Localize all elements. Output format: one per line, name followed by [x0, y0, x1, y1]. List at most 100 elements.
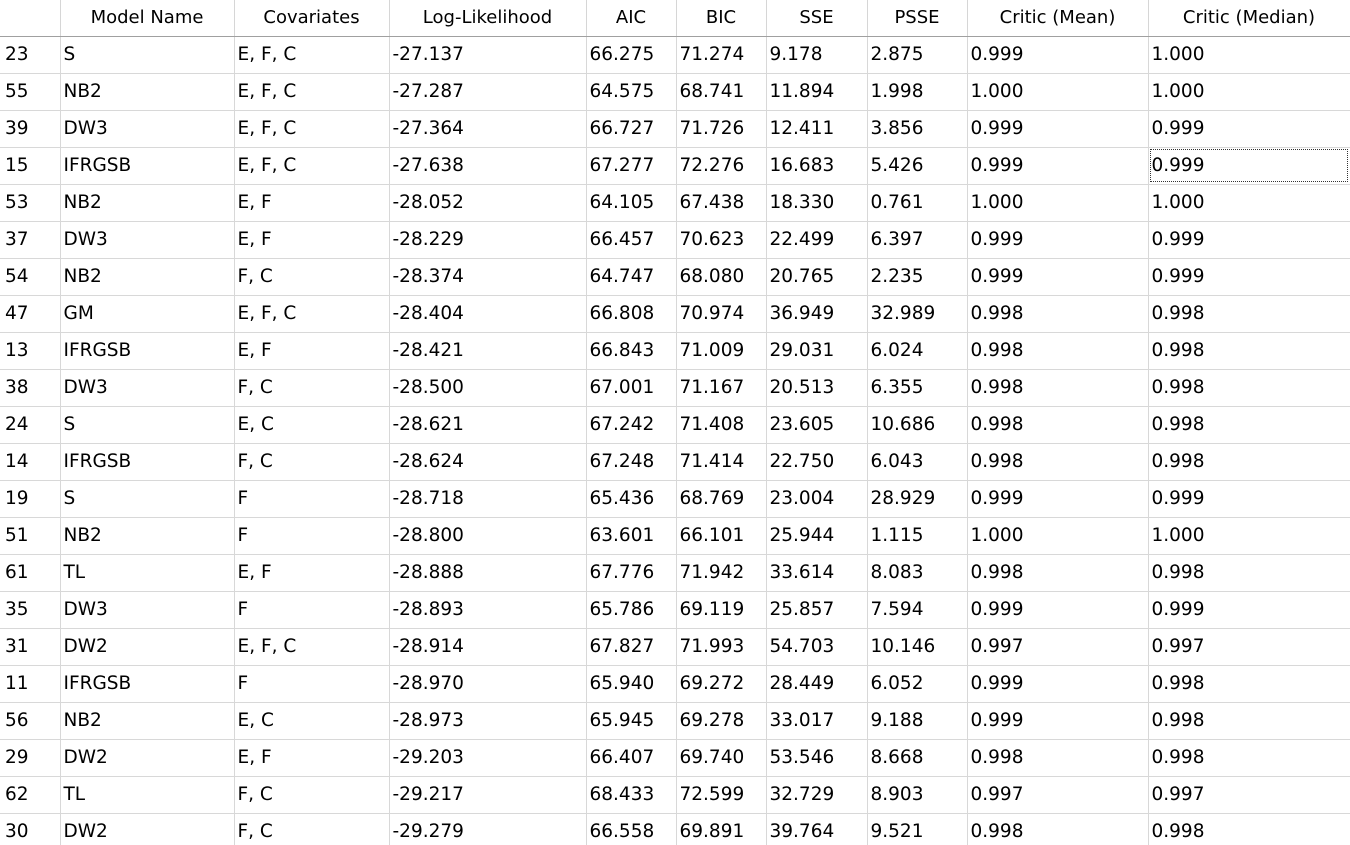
- column-header-covariates[interactable]: Covariates: [234, 0, 390, 37]
- sse-cell[interactable]: 33.614: [766, 554, 868, 592]
- critic-mean-cell[interactable]: 1.000: [967, 517, 1149, 555]
- table-row[interactable]: 19 S F -28.718 65.436 68.769 23.004 28.929 0.999…: [0, 480, 1350, 518]
- critic-median-cell[interactable]: 0.998: [1148, 332, 1350, 370]
- covariates-cell[interactable]: F, C: [234, 443, 390, 481]
- column-header-bic[interactable]: BIC: [676, 0, 767, 37]
- model-name-cell[interactable]: TL: [60, 554, 235, 592]
- row-header[interactable]: 55: [0, 73, 61, 111]
- sse-cell[interactable]: 32.729: [766, 776, 868, 814]
- log-likelihood-cell[interactable]: -28.624: [389, 443, 587, 481]
- model-name-cell[interactable]: NB2: [60, 73, 235, 111]
- psse-cell[interactable]: 6.355: [867, 369, 968, 407]
- table-row[interactable]: 14 IFRGSB F, C -28.624 67.248 71.414 22.750 6.0…: [0, 443, 1350, 481]
- model-name-cell[interactable]: IFRGSB: [60, 332, 235, 370]
- psse-cell[interactable]: 6.397: [867, 221, 968, 259]
- aic-cell[interactable]: 65.940: [586, 665, 677, 703]
- critic-median-cell[interactable]: 1.000: [1148, 517, 1350, 555]
- critic-median-cell[interactable]: 0.999: [1148, 110, 1350, 148]
- model-name-cell[interactable]: NB2: [60, 702, 235, 740]
- psse-cell[interactable]: 9.188: [867, 702, 968, 740]
- table-row[interactable]: 30 DW2 F, C -29.279 66.558 69.891 39.764 9.521 0…: [0, 813, 1350, 845]
- sse-cell[interactable]: 28.449: [766, 665, 868, 703]
- critic-median-cell[interactable]: 0.998: [1148, 554, 1350, 592]
- psse-cell[interactable]: 1.998: [867, 73, 968, 111]
- covariates-cell[interactable]: E, F, C: [234, 110, 390, 148]
- row-header[interactable]: 14: [0, 443, 61, 481]
- critic-median-cell[interactable]: 0.997: [1148, 628, 1350, 666]
- model-name-cell[interactable]: TL: [60, 776, 235, 814]
- row-header[interactable]: 53: [0, 184, 61, 222]
- bic-cell[interactable]: 68.769: [676, 480, 767, 518]
- log-likelihood-cell[interactable]: -27.364: [389, 110, 587, 148]
- covariates-cell[interactable]: F, C: [234, 776, 390, 814]
- critic-median-cell[interactable]: 1.000: [1148, 73, 1350, 111]
- aic-cell[interactable]: 64.747: [586, 258, 677, 296]
- sse-cell[interactable]: 23.605: [766, 406, 868, 444]
- critic-mean-cell[interactable]: 1.000: [967, 73, 1149, 111]
- psse-cell[interactable]: 8.668: [867, 739, 968, 777]
- log-likelihood-cell[interactable]: -29.279: [389, 813, 587, 845]
- sse-cell[interactable]: 12.411: [766, 110, 868, 148]
- log-likelihood-cell[interactable]: -28.914: [389, 628, 587, 666]
- psse-cell[interactable]: 6.024: [867, 332, 968, 370]
- row-header[interactable]: 47: [0, 295, 61, 333]
- log-likelihood-cell[interactable]: -27.137: [389, 36, 587, 74]
- psse-cell[interactable]: 6.052: [867, 665, 968, 703]
- table-row[interactable]: 54 NB2 F, C -28.374 64.747 68.080 20.765 2.235 0…: [0, 258, 1350, 296]
- aic-cell[interactable]: 67.277: [586, 147, 677, 185]
- psse-cell[interactable]: 6.043: [867, 443, 968, 481]
- log-likelihood-cell[interactable]: -28.404: [389, 295, 587, 333]
- critic-median-cell[interactable]: 0.998: [1148, 702, 1350, 740]
- log-likelihood-cell[interactable]: -28.500: [389, 369, 587, 407]
- covariates-cell[interactable]: E, F: [234, 739, 390, 777]
- critic-mean-cell[interactable]: 0.999: [967, 702, 1149, 740]
- critic-mean-cell[interactable]: 0.997: [967, 628, 1149, 666]
- table-row[interactable]: 37 DW3 E, F -28.229 66.457 70.623 22.499 6.397 0…: [0, 221, 1350, 259]
- aic-cell[interactable]: 66.407: [586, 739, 677, 777]
- table-row[interactable]: 13 IFRGSB E, F -28.421 66.843 71.009 29.031 6.0…: [0, 332, 1350, 370]
- model-name-cell[interactable]: DW3: [60, 591, 235, 629]
- psse-cell[interactable]: 0.761: [867, 184, 968, 222]
- sse-cell[interactable]: 33.017: [766, 702, 868, 740]
- critic-median-cell[interactable]: 0.999: [1148, 258, 1350, 296]
- table-row[interactable]: 47 GM E, F, C -28.404 66.808 70.974 36.949 32.9…: [0, 295, 1350, 333]
- critic-median-cell[interactable]: 0.998: [1148, 295, 1350, 333]
- bic-cell[interactable]: 71.408: [676, 406, 767, 444]
- aic-cell[interactable]: 66.727: [586, 110, 677, 148]
- model-name-cell[interactable]: GM: [60, 295, 235, 333]
- row-header[interactable]: 61: [0, 554, 61, 592]
- bic-cell[interactable]: 71.167: [676, 369, 767, 407]
- row-header[interactable]: 37: [0, 221, 61, 259]
- sse-cell[interactable]: 39.764: [766, 813, 868, 845]
- sse-cell[interactable]: 11.894: [766, 73, 868, 111]
- sse-cell[interactable]: 9.178: [766, 36, 868, 74]
- critic-mean-cell[interactable]: 0.999: [967, 36, 1149, 74]
- row-header[interactable]: 56: [0, 702, 61, 740]
- aic-cell[interactable]: 67.242: [586, 406, 677, 444]
- psse-cell[interactable]: 7.594: [867, 591, 968, 629]
- aic-cell[interactable]: 67.248: [586, 443, 677, 481]
- critic-median-cell[interactable]: 0.998: [1148, 369, 1350, 407]
- covariates-cell[interactable]: E, C: [234, 406, 390, 444]
- bic-cell[interactable]: 69.891: [676, 813, 767, 845]
- table-row[interactable]: 11 IFRGSB F -28.970 65.940 69.272 28.449 6.052 0…: [0, 665, 1350, 703]
- psse-cell[interactable]: 28.929: [867, 480, 968, 518]
- table-row[interactable]: 24 S E, C -28.621 67.242 71.408 23.605 10.686 0.…: [0, 406, 1350, 444]
- model-name-cell[interactable]: DW2: [60, 739, 235, 777]
- table-row[interactable]: 23 S E, F, C -27.137 66.275 71.274 9.178 2.875 0…: [0, 36, 1350, 74]
- model-name-cell[interactable]: IFRGSB: [60, 665, 235, 703]
- critic-median-cell[interactable]: 0.999: [1148, 480, 1350, 518]
- psse-cell[interactable]: 1.115: [867, 517, 968, 555]
- psse-cell[interactable]: 10.686: [867, 406, 968, 444]
- critic-median-cell[interactable]: 0.997: [1148, 776, 1350, 814]
- sse-cell[interactable]: 36.949: [766, 295, 868, 333]
- bic-cell[interactable]: 70.623: [676, 221, 767, 259]
- critic-mean-cell[interactable]: 0.998: [967, 369, 1149, 407]
- bic-cell[interactable]: 68.741: [676, 73, 767, 111]
- sse-cell[interactable]: 18.330: [766, 184, 868, 222]
- row-header[interactable]: 30: [0, 813, 61, 845]
- row-header[interactable]: 23: [0, 36, 61, 74]
- row-header[interactable]: 51: [0, 517, 61, 555]
- log-likelihood-cell[interactable]: -28.888: [389, 554, 587, 592]
- table-row[interactable]: 39 DW3 E, F, C -27.364 66.727 71.726 12.411 3.8…: [0, 110, 1350, 148]
